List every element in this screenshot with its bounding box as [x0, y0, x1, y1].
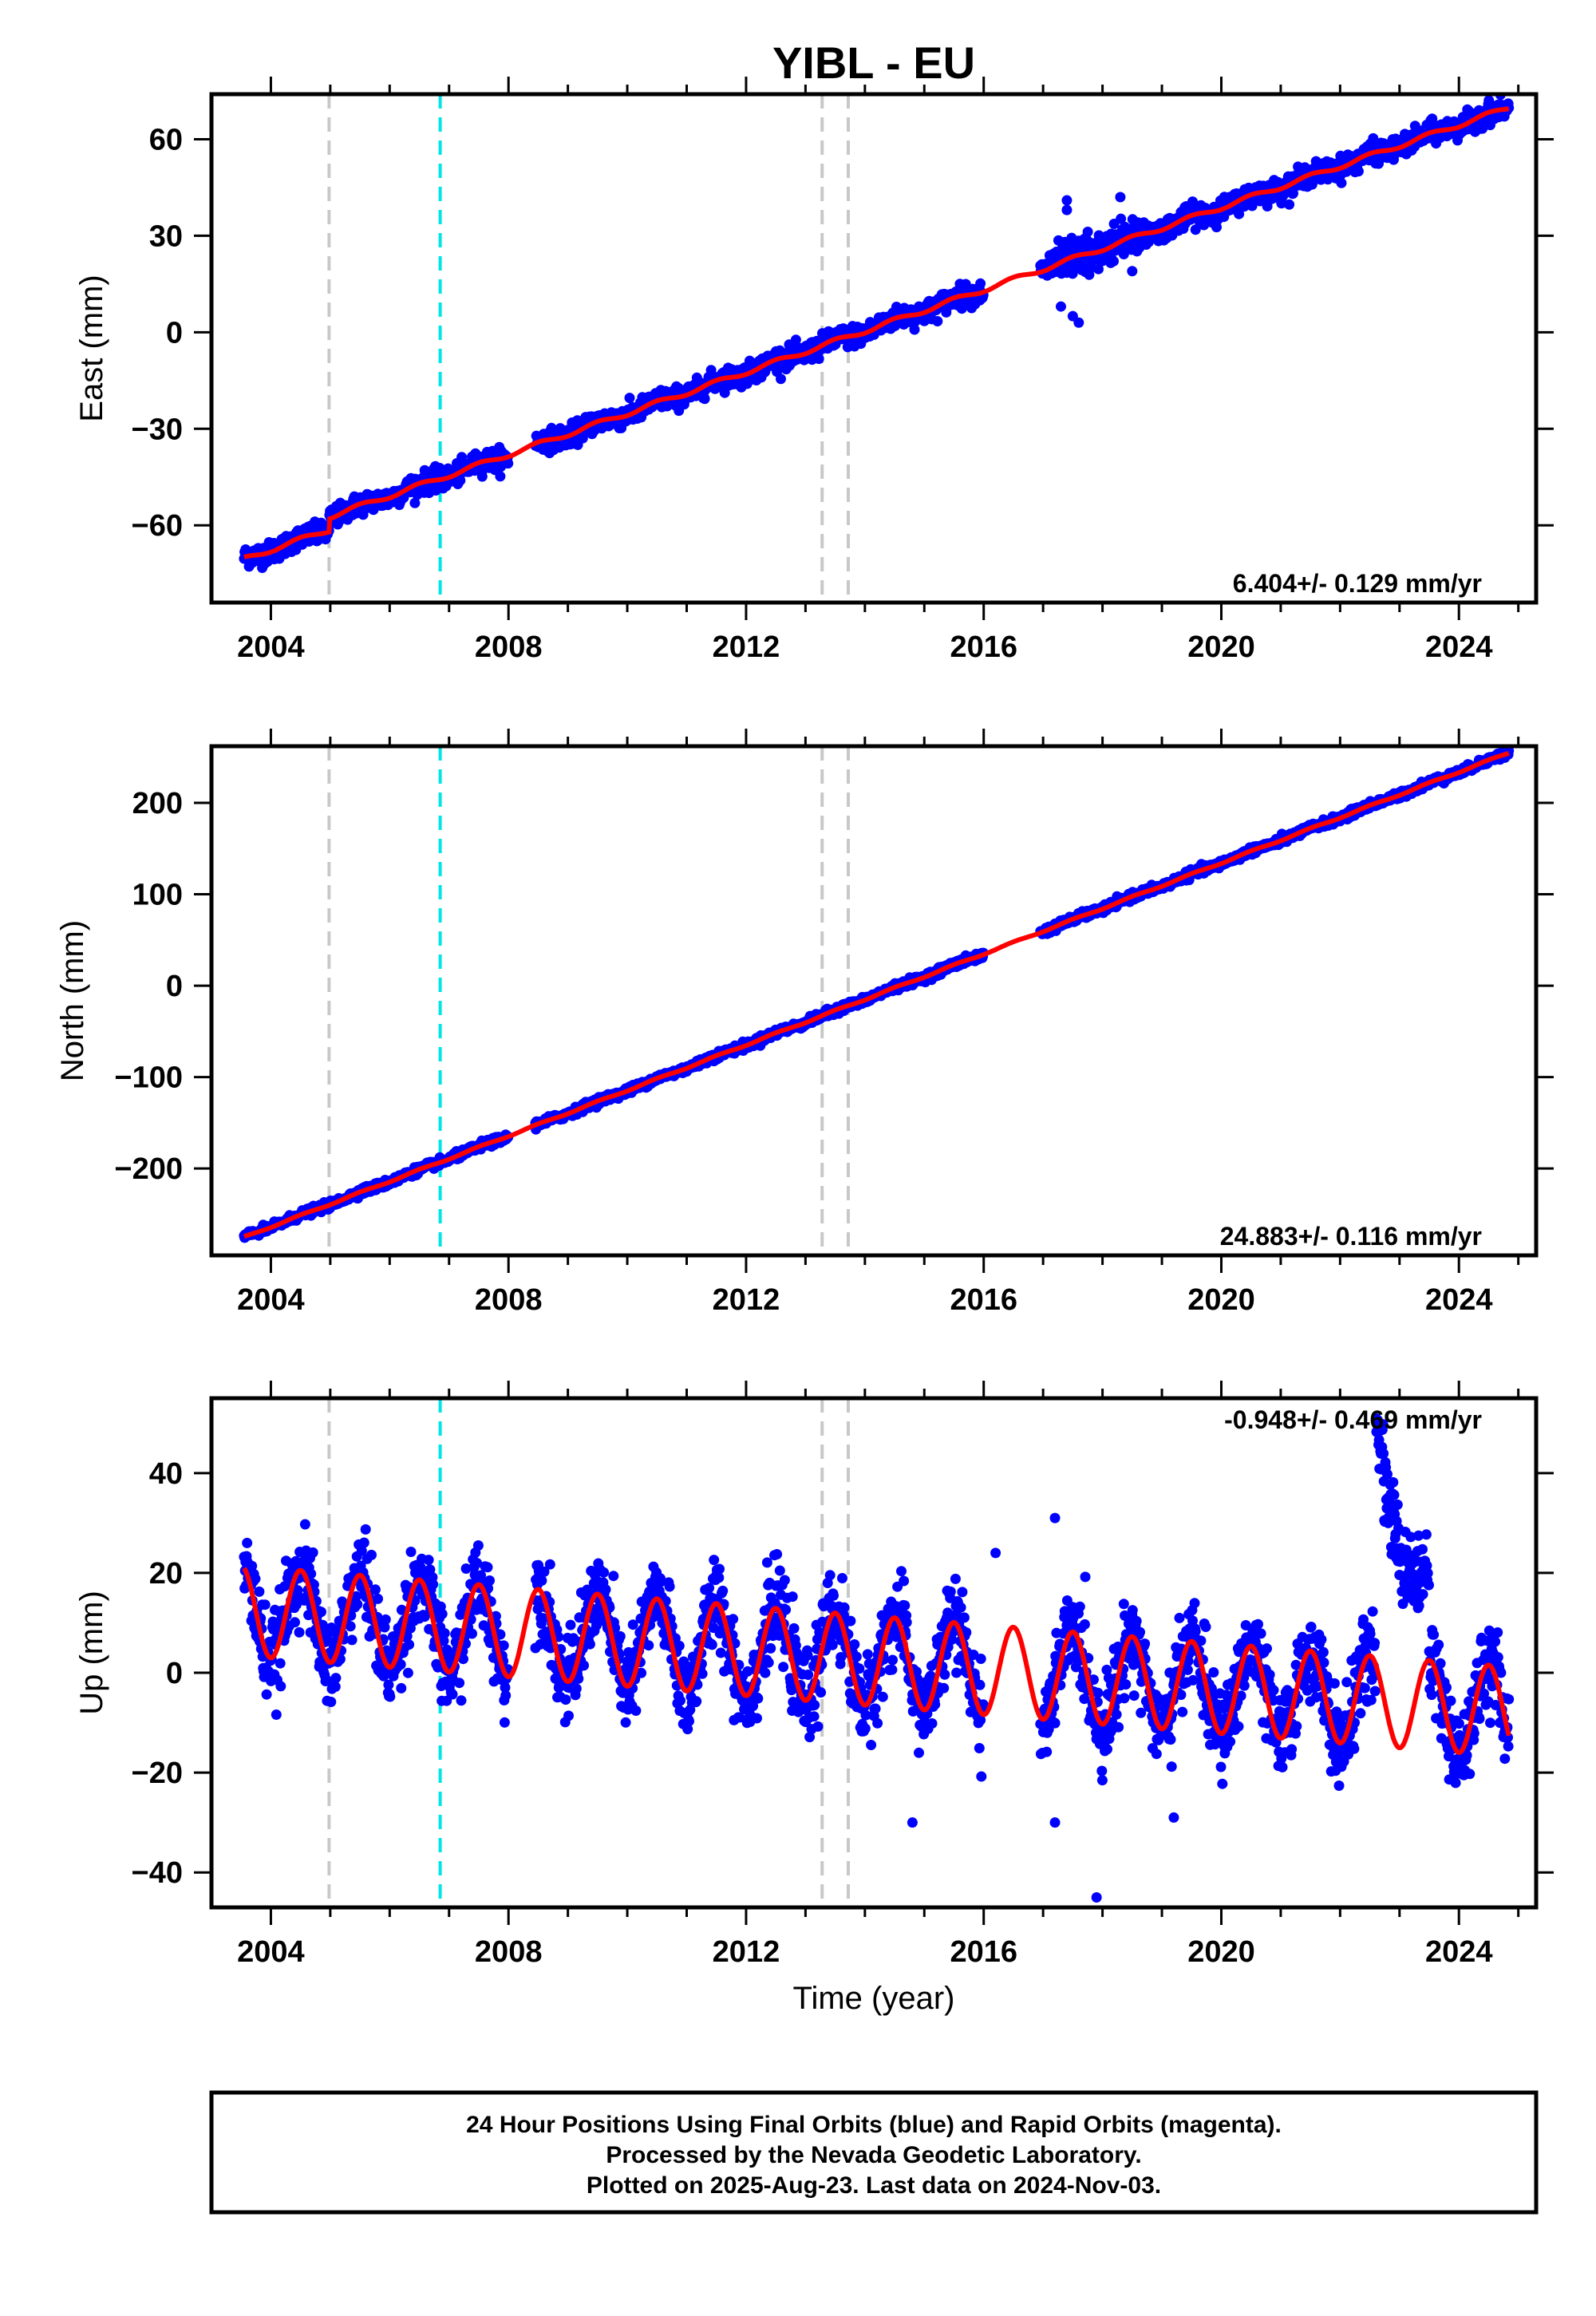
y-tick-label: 60 — [149, 123, 183, 156]
data-point — [932, 316, 943, 326]
x-tick-label: 2016 — [950, 630, 1017, 664]
data-point — [409, 497, 421, 508]
y-tick-label: 100 — [132, 879, 183, 912]
model-curve — [243, 750, 1510, 1239]
y-tick-label: 0 — [166, 316, 183, 350]
data-point — [1093, 263, 1104, 275]
data-point — [495, 471, 506, 482]
outlier-point — [1061, 195, 1073, 206]
x-tick-label: 2024 — [1425, 630, 1493, 664]
x-tick-label: 2004 — [237, 1283, 305, 1317]
y-tick-label: 30 — [149, 219, 183, 253]
data-point — [1108, 255, 1119, 267]
x-tick-label: 2008 — [475, 630, 543, 664]
model-curve — [243, 106, 1510, 559]
data-point — [476, 471, 488, 482]
data-point — [1190, 224, 1201, 235]
y-tick-label: −60 — [132, 509, 183, 543]
data-point — [577, 433, 588, 444]
data-point — [624, 393, 635, 404]
x-tick-label: 2016 — [950, 1283, 1017, 1317]
data-point — [1082, 227, 1093, 237]
east-panel: 2004 2008 2012 2016 2020 2024 60 30 0 −30 −60 East … — [74, 77, 1554, 664]
y-tick-label: 200 — [132, 787, 183, 820]
y-tick-label: −100 — [114, 1061, 183, 1095]
data-point — [975, 278, 986, 289]
data-point — [1284, 199, 1295, 210]
outlier-point — [1115, 192, 1126, 203]
outlier-point — [1055, 301, 1066, 312]
data-point — [1116, 213, 1127, 224]
data-point — [1336, 177, 1347, 188]
y-axis-label: East (mm) — [74, 275, 109, 421]
x-tick-label: 2012 — [713, 1283, 780, 1317]
north-panel: 2004 2008 2012 2016 2020 20242001000−100−200N… — [55, 729, 1554, 1317]
x-tick-label: 2024 — [1425, 1283, 1493, 1317]
data-point — [1288, 188, 1298, 199]
rate-label: 6.404+/- 0.129 mm/yr — [1233, 569, 1482, 598]
chart-title: YIBL - EU — [772, 38, 975, 88]
data-point — [1353, 166, 1364, 177]
x-tick-label: 2020 — [1187, 1283, 1255, 1317]
data-point — [699, 393, 710, 405]
data-point — [1199, 219, 1210, 231]
data-points — [239, 94, 1515, 573]
data-point — [455, 475, 466, 486]
plot-frame — [209, 92, 1539, 605]
data-point — [909, 324, 920, 335]
data-point — [503, 458, 514, 469]
plot-frame — [209, 744, 1539, 1258]
outlier-point — [1061, 204, 1073, 215]
outlier-point — [1073, 317, 1084, 328]
data-point — [1118, 249, 1129, 259]
event-lines — [327, 94, 850, 603]
data-point — [790, 334, 801, 346]
y-tick-label: 0 — [166, 970, 183, 1003]
x-tick-label: 2004 — [237, 630, 305, 664]
x-tick-label: 2020 — [1187, 630, 1255, 664]
y-tick-label: −30 — [132, 413, 183, 446]
data-point — [1211, 222, 1222, 233]
data-point — [813, 354, 824, 365]
data-point — [744, 355, 755, 366]
x-tick-label: 2012 — [713, 630, 780, 664]
data-point — [776, 373, 786, 385]
outlier-point — [1127, 266, 1138, 277]
x-tick-label: 2008 — [475, 1283, 543, 1317]
